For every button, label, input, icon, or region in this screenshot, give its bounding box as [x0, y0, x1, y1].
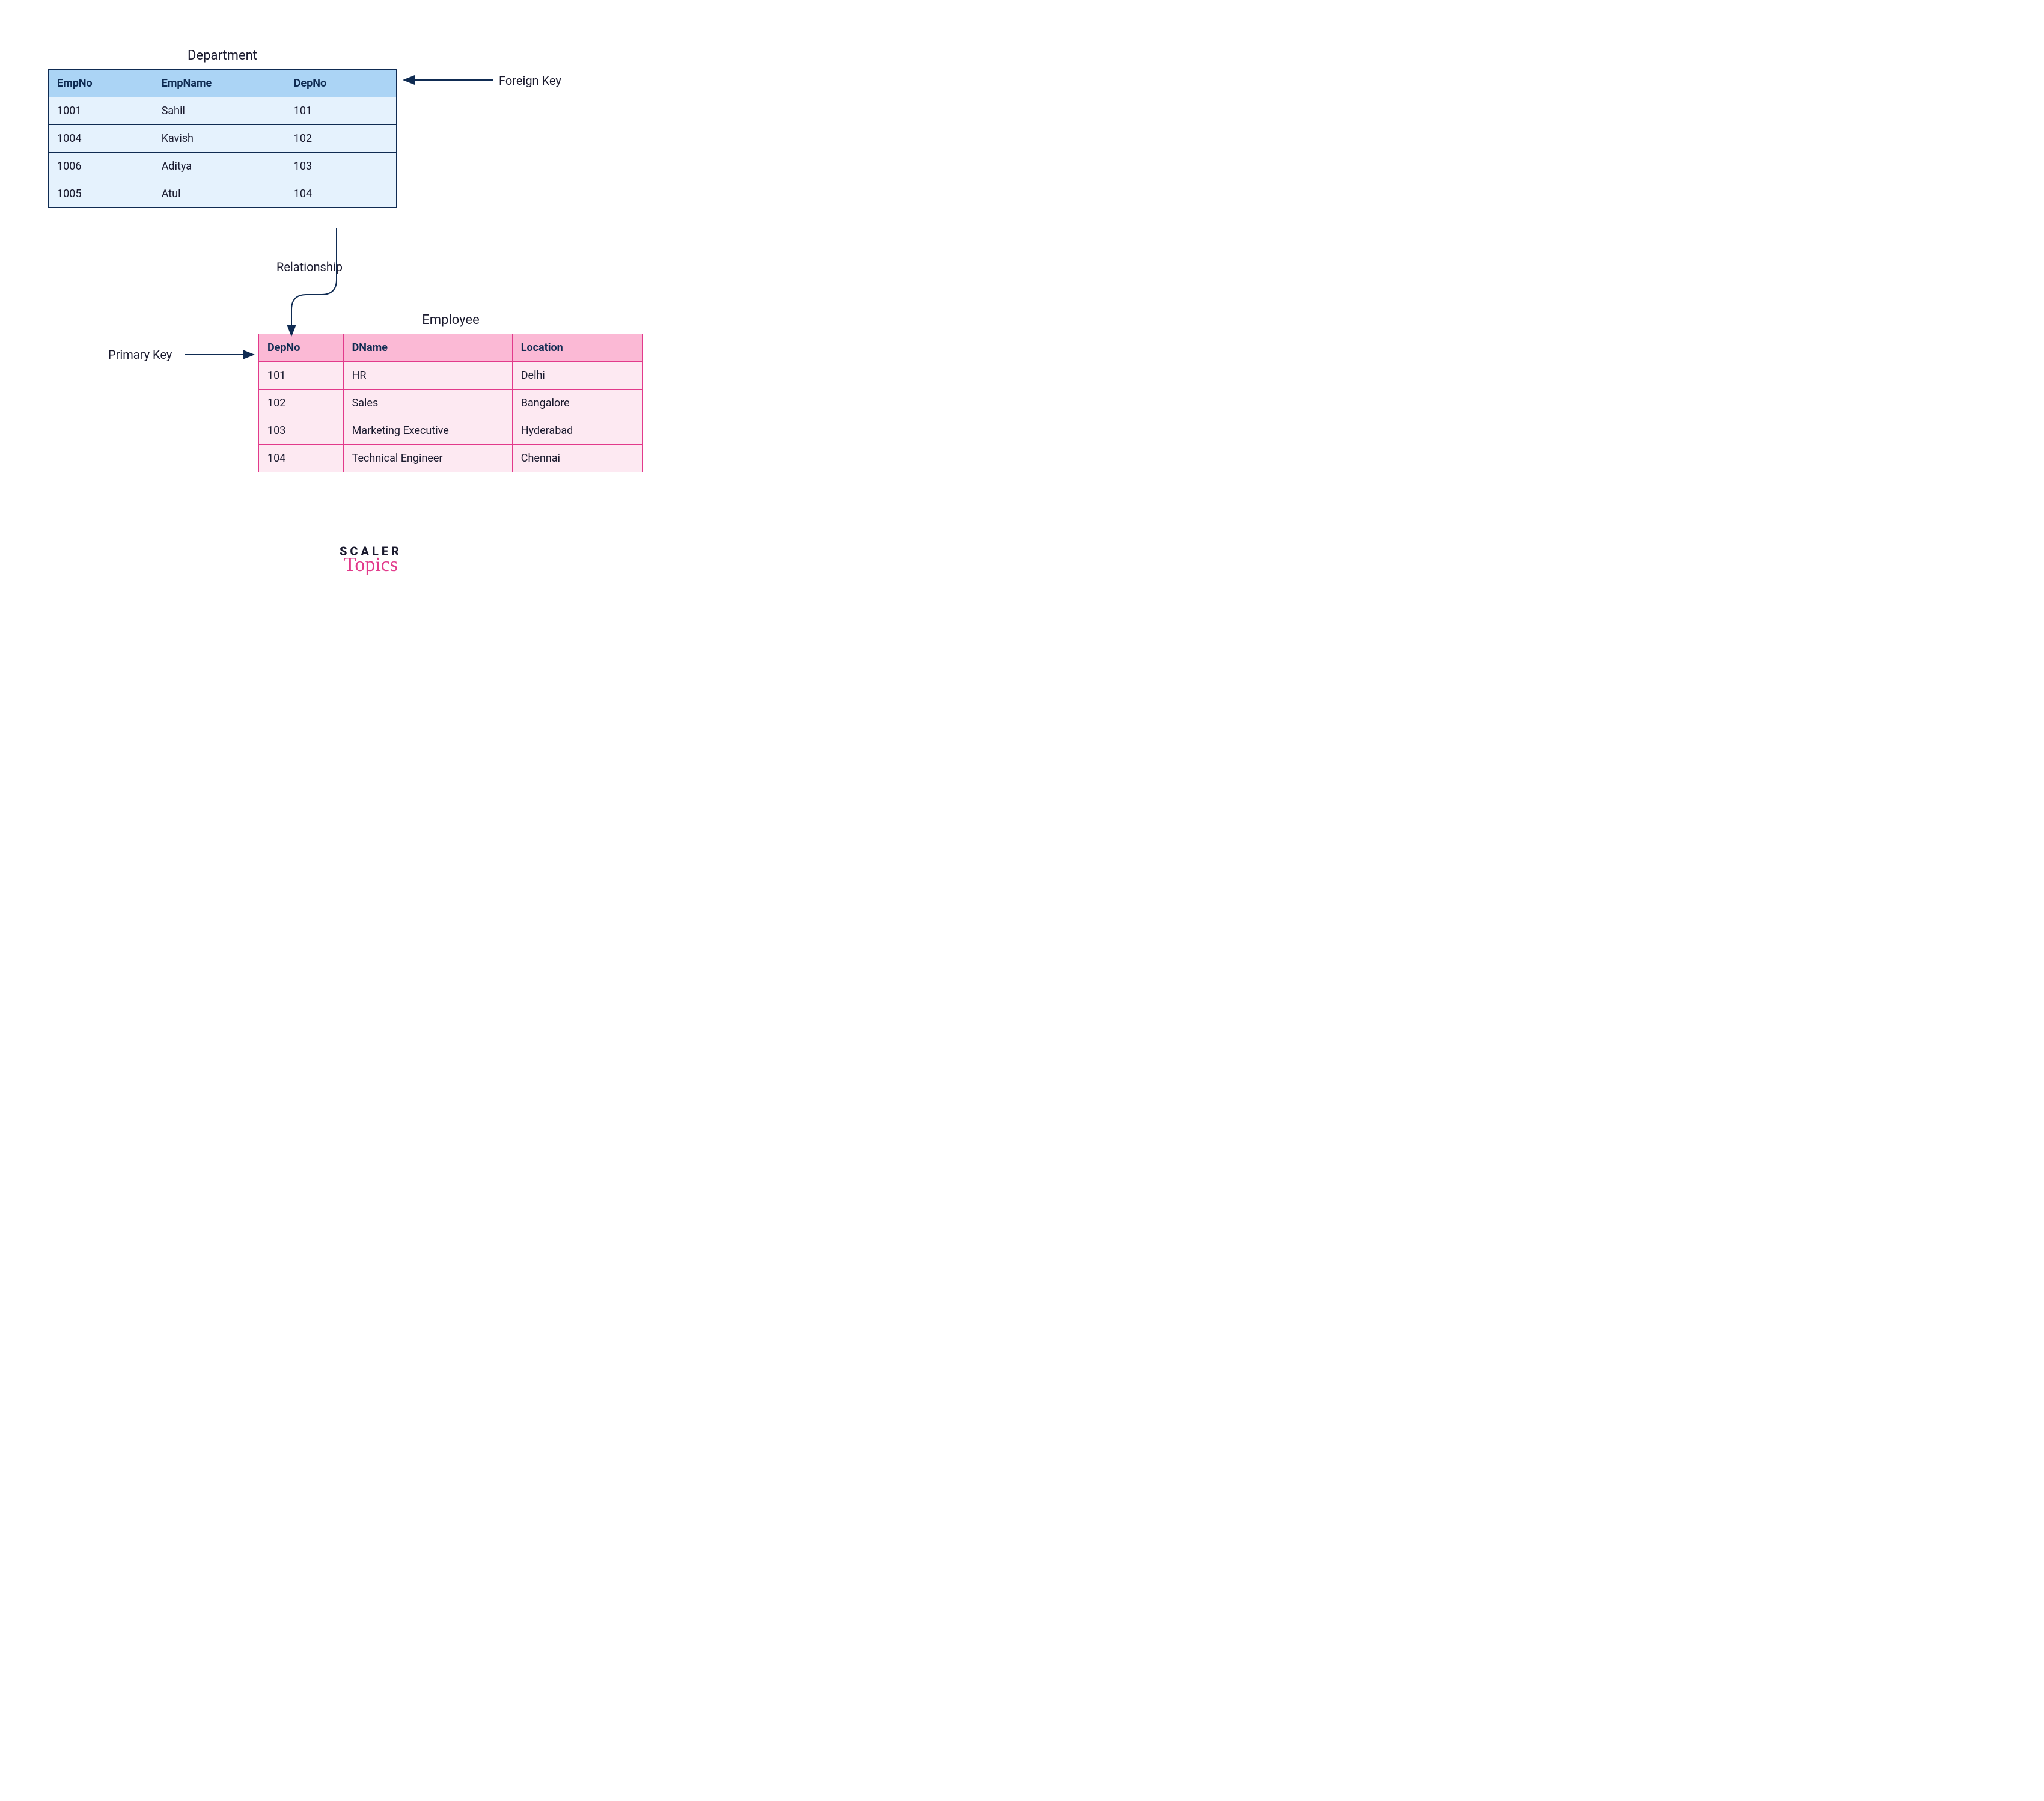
col-header: DepNo — [259, 334, 344, 362]
col-header: EmpNo — [49, 70, 153, 97]
table-cell: 102 — [285, 125, 396, 153]
table-row: 1001Sahil101 — [49, 97, 397, 125]
employee-table-block: Employee DepNo DName Location 101HRDelhi… — [258, 313, 643, 472]
table-cell: 103 — [259, 417, 344, 445]
table-cell: 101 — [285, 97, 396, 125]
table-cell: 1001 — [49, 97, 153, 125]
table-header-row: EmpNo EmpName DepNo — [49, 70, 397, 97]
col-header: DName — [343, 334, 512, 362]
table-cell: 101 — [259, 362, 344, 390]
table-cell: 104 — [259, 445, 344, 472]
foreign-key-label: Foreign Key — [499, 73, 561, 88]
table-row: 102SalesBangalore — [259, 390, 643, 417]
logo-bottom: Topics — [340, 554, 402, 576]
table-cell: HR — [343, 362, 512, 390]
employee-tbody: 101HRDelhi102SalesBangalore103Marketing … — [259, 362, 643, 472]
col-header: EmpName — [153, 70, 285, 97]
table-row: 101HRDelhi — [259, 362, 643, 390]
table-header-row: DepNo DName Location — [259, 334, 643, 362]
employee-title: Employee — [258, 313, 643, 328]
table-cell: Marketing Executive — [343, 417, 512, 445]
table-cell: 104 — [285, 180, 396, 208]
table-cell: 102 — [259, 390, 344, 417]
col-header: Location — [512, 334, 642, 362]
relationship-label: Relationship — [276, 260, 343, 274]
table-cell: 1006 — [49, 153, 153, 180]
table-cell: Delhi — [512, 362, 642, 390]
table-cell: Chennai — [512, 445, 642, 472]
table-cell: 1005 — [49, 180, 153, 208]
table-cell: Sahil — [153, 97, 285, 125]
table-cell: Aditya — [153, 153, 285, 180]
table-row: 1004Kavish102 — [49, 125, 397, 153]
table-row: 104Technical EngineerChennai — [259, 445, 643, 472]
table-cell: Atul — [153, 180, 285, 208]
table-cell: Kavish — [153, 125, 285, 153]
department-table: EmpNo EmpName DepNo 1001Sahil1011004Kavi… — [48, 69, 397, 208]
primary-key-label: Primary Key — [108, 347, 172, 362]
department-table-block: Department EmpNo EmpName DepNo 1001Sahil… — [48, 48, 397, 208]
table-row: 1006Aditya103 — [49, 153, 397, 180]
table-row: 103Marketing ExecutiveHyderabad — [259, 417, 643, 445]
table-cell: 1004 — [49, 125, 153, 153]
table-cell: Hyderabad — [512, 417, 642, 445]
table-row: 1005Atul104 — [49, 180, 397, 208]
department-tbody: 1001Sahil1011004Kavish1021006Aditya10310… — [49, 97, 397, 208]
table-cell: 103 — [285, 153, 396, 180]
department-title: Department — [48, 48, 397, 63]
table-cell: Technical Engineer — [343, 445, 512, 472]
employee-table: DepNo DName Location 101HRDelhi102SalesB… — [258, 334, 643, 472]
col-header: DepNo — [285, 70, 396, 97]
table-cell: Bangalore — [512, 390, 642, 417]
table-cell: Sales — [343, 390, 512, 417]
scaler-logo: SCALER Topics — [340, 544, 402, 576]
